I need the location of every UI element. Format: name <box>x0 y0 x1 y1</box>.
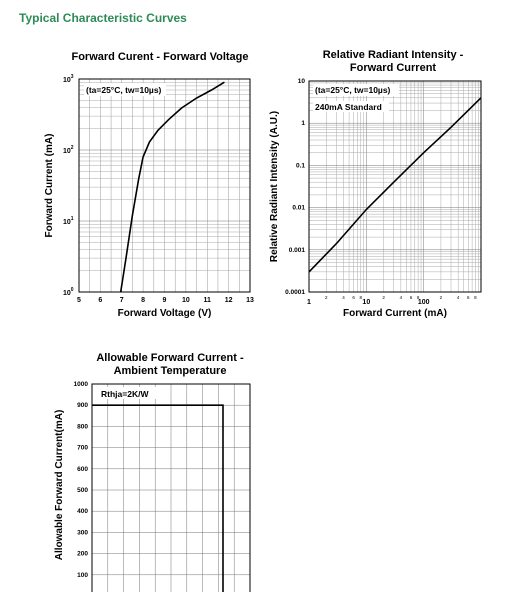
chart2-x-minor-tick-label: 8 <box>360 295 363 300</box>
chart2-y-tick-label: 1 <box>301 120 305 127</box>
chart1-x-tick-label: 13 <box>246 297 254 304</box>
chart3-title-line1: Allowable Forward Current - <box>96 352 244 364</box>
chart2-x-tick-label: 1 <box>307 299 311 306</box>
chart1-y-tick-label: 100 <box>63 287 74 297</box>
chart2-annotation: (ta=25°C, tw=10µs) <box>315 85 391 95</box>
chart1-x-tick-label: 11 <box>204 297 212 304</box>
chart2-x-minor-tick-label: 2 <box>440 295 443 300</box>
chart2-annotation-bg <box>313 84 399 96</box>
chart3-title-line2: Ambient Temperature <box>113 365 227 377</box>
chart1-annotation: (ta=25°C, tw=10µs) <box>86 85 162 95</box>
chart3-y-tick-label: 300 <box>77 529 88 536</box>
chart3-y-tick-label: 200 <box>77 551 88 558</box>
chart2-y-tick-label: 0.0001 <box>285 289 305 296</box>
chart1-x-tick-label: 7 <box>120 297 124 304</box>
chart3-y-axis-label: Allowable Forward Current(mA) <box>54 410 65 561</box>
chart3-annotation-bg <box>99 387 157 399</box>
chart2-x-axis-label: Forward Current (mA) <box>343 308 447 319</box>
chart3-annotation: Rthja=2K/W <box>101 389 149 399</box>
chart3-y-tick-label: 900 <box>77 402 88 409</box>
chart1-series-line <box>119 81 225 293</box>
chart2-annotation2-bg <box>313 101 389 112</box>
chart2-y-tick-label: 0.1 <box>296 162 305 169</box>
chart1-x-axis-label: Forward Voltage (V) <box>118 308 212 319</box>
chart1-annotation-bg <box>84 83 166 96</box>
chart1-x-tick-label: 5 <box>77 297 81 304</box>
chart2-title-line2: Forward Current <box>349 62 437 74</box>
chart3-title: Allowable Forward Current - Ambient Temp… <box>75 352 265 378</box>
chart3-y-tick-label: 100 <box>77 572 88 579</box>
chart3-y-tick-label: 600 <box>77 466 88 473</box>
chart2-x-tick-label: 10 <box>362 299 370 306</box>
chart3-y-tick-label: 800 <box>77 423 88 430</box>
chart2-x-minor-tick-label: 4 <box>400 295 403 300</box>
chart1-title: Forward Curent - Forward Voltage <box>71 51 249 63</box>
chart2-x-minor-tick-label: 6 <box>467 295 470 300</box>
chart1-y-tick-label: 103 <box>63 74 74 84</box>
chart1-x-tick-label: 12 <box>225 297 233 304</box>
chart1-x-tick-label: 10 <box>182 297 190 304</box>
chart1-y-axis-label: Forward Current (mA) <box>44 134 55 238</box>
chart3-y-tick-label: 700 <box>77 445 88 452</box>
chart2-series-line <box>308 97 482 273</box>
chart1-x-tick-label: 8 <box>141 297 145 304</box>
chart2-x-minor-tick-label: 2 <box>382 295 385 300</box>
chart2-x-minor-tick-label: 8 <box>474 295 477 300</box>
chart1-y-tick-label: 101 <box>63 216 74 226</box>
chart1-x-tick-label: 6 <box>98 297 102 304</box>
chart1-x-tick-label: 9 <box>163 297 167 304</box>
chart2-x-minor-tick-label: 6 <box>410 295 413 300</box>
chart3-series-line <box>92 404 224 592</box>
chart2-x-minor-tick-label: 4 <box>457 295 460 300</box>
chart2-x-minor-tick-label: 8 <box>417 295 420 300</box>
section-title: Typical Characteristic Curves <box>19 11 187 25</box>
chart2-x-tick-label: 100 <box>418 299 430 306</box>
chart2-y-axis-label: Relative Radiant Intensity (A.U.) <box>269 111 280 262</box>
chart2-y-tick-label: 0.001 <box>289 247 306 254</box>
chart1-y-tick-label: 102 <box>63 145 74 155</box>
chart3-y-tick-label: 1000 <box>74 381 89 388</box>
chart2-frame <box>308 80 482 293</box>
chart1-frame <box>78 78 251 293</box>
chart2-title: Relative Radiant Intensity - Forward Cur… <box>298 49 488 75</box>
chart2-x-minor-tick-label: 4 <box>342 295 345 300</box>
chart3-y-tick-label: 400 <box>77 508 88 515</box>
chart2-y-tick-label: 10 <box>298 78 306 85</box>
chart2-title-line1: Relative Radiant Intensity - <box>322 49 464 61</box>
chart3-frame <box>91 383 251 592</box>
chart3-y-tick-label: 500 <box>77 487 88 494</box>
chart2-x-minor-tick-label: 2 <box>325 295 328 300</box>
chart2-y-tick-label: 0.01 <box>292 205 305 212</box>
chart2-x-minor-tick-label: 6 <box>352 295 355 300</box>
chart2-annotation2: 240mA Standard <box>315 102 382 112</box>
